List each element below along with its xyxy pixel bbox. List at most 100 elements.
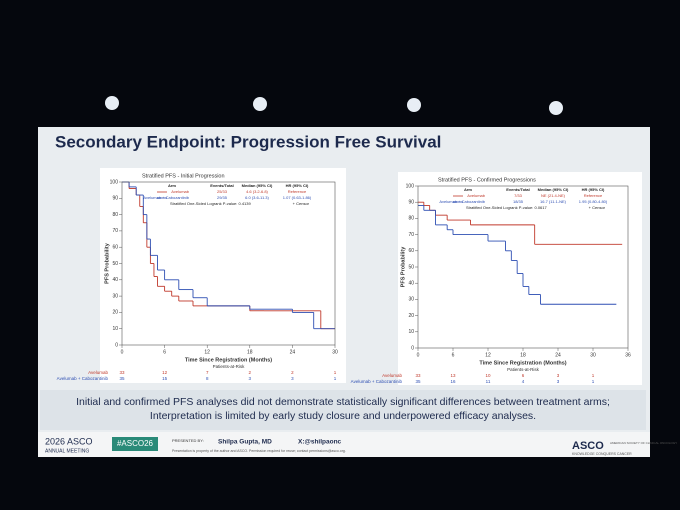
table-header: Median (95% CI): [538, 187, 569, 192]
x-tick-label: 36: [625, 352, 631, 358]
presented-by: PRESENTED BY:: [172, 438, 204, 443]
risk-count: 7: [206, 370, 209, 375]
y-tick-label: 60: [112, 245, 118, 251]
tagline: KNOWLEDGE CONQUERS CANCER: [572, 452, 632, 456]
censor-note: + Censor: [293, 201, 310, 206]
society: AMERICAN SOCIETY OF CLINICAL ONCOLOGY: [610, 441, 677, 445]
conclusion: Initial and confirmed PFS analyses did n…: [76, 396, 610, 408]
chart-panel: [398, 172, 642, 385]
table-header: HR (95% CI): [286, 183, 309, 188]
risk-label: Avelumab + Cabozantinib: [57, 376, 109, 381]
risk-count: 2: [249, 370, 252, 375]
risk-count: 35: [415, 379, 421, 384]
y-tick-label: 0: [411, 345, 414, 351]
table-header: Events/Total: [506, 187, 530, 192]
hashtag: #ASCO26: [117, 439, 154, 448]
risk-count: 12: [162, 370, 168, 375]
y-tick-label: 100: [406, 183, 415, 189]
risk-count: 33: [119, 370, 125, 375]
risk-label: Avelumab + Cabozantinib: [351, 379, 403, 384]
table-header: Median (95% CI): [242, 183, 273, 188]
logo: ASCO: [572, 440, 604, 452]
risk-count: 1: [334, 376, 337, 381]
y-tick-label: 70: [112, 228, 118, 234]
censor-note: + Censor: [589, 205, 606, 210]
y-tick-label: 50: [408, 264, 414, 270]
x-tick-label: 6: [163, 349, 166, 355]
table-cell: 29/35: [217, 195, 228, 200]
x-tick-label: 24: [555, 352, 561, 358]
y-tick-label: 70: [408, 232, 414, 238]
x-tick-label: 18: [247, 349, 253, 355]
risk-count: 3: [249, 376, 252, 381]
y-tick-label: 0: [115, 342, 118, 348]
table-header: Events/Total: [210, 183, 234, 188]
chart-title: Stratified PFS - Confirmed Progressions: [438, 177, 536, 183]
meeting-year: 2026 ASCO: [45, 436, 93, 446]
risk-title: Patients-at-Risk: [213, 364, 246, 369]
risk-count: 8: [206, 376, 209, 381]
legend-label: Avelumab + Cabozantinib: [439, 199, 485, 204]
risk-label: Avelumab: [382, 373, 402, 378]
x-tick-label: 6: [452, 352, 455, 358]
risk-count: 10: [485, 373, 491, 378]
table-cell: 18/35: [513, 199, 524, 204]
y-tick-label: 30: [112, 293, 118, 299]
table-cell: 1.07 (0.63-1.86): [283, 195, 312, 200]
handle: X:@shilpaonc: [298, 439, 342, 446]
p-value: Stratified One-Sided Logrank P-value: 0.…: [170, 201, 251, 206]
risk-title: Patients-at-Risk: [507, 367, 540, 372]
y-tick-label: 60: [408, 248, 414, 254]
risk-count: 3: [557, 373, 560, 378]
x-tick-label: 12: [204, 349, 210, 355]
y-tick-label: 90: [112, 196, 118, 202]
risk-count: 3: [557, 379, 560, 384]
risk-count: 1: [334, 370, 337, 375]
table-cell: 7/33: [514, 193, 523, 198]
legend-label: Avelumab: [467, 193, 485, 198]
y-axis-label: PFS Probability: [104, 242, 110, 284]
risk-count: 11: [486, 379, 491, 384]
footer: 2026 ASCO ANNUAL MEETING #ASCO26 PRESENT…: [38, 432, 677, 457]
table-header: Arm: [464, 187, 472, 192]
risk-count: 6: [522, 373, 525, 378]
stage-lights: [105, 96, 563, 115]
slide-title: Secondary Endpoint: Progression Free Sur…: [55, 132, 441, 151]
conclusion: Interpretation is limited by early study…: [150, 410, 536, 422]
table-cell: 25/33: [217, 189, 228, 194]
risk-count: 13: [450, 373, 456, 378]
x-axis-label: Time Since Registration (Months): [185, 357, 272, 363]
x-tick-label: 24: [290, 349, 296, 355]
legend-label: Avelumab: [171, 189, 189, 194]
chart: [418, 201, 623, 305]
table-cell: 16.7 (11.1-NE): [540, 199, 567, 204]
table-header: HR (95% CI): [582, 187, 605, 192]
risk-count: 2: [291, 370, 294, 375]
risk-count: 15: [162, 376, 168, 381]
table-cell: 4.6 (3.2-6.8): [246, 189, 268, 194]
conclusion-box: [40, 390, 646, 430]
series: [418, 201, 623, 245]
x-tick-label: 30: [590, 352, 596, 358]
y-tick-label: 40: [112, 277, 118, 283]
risk-count: 4: [522, 379, 525, 384]
chart-title: Stratified PFS - Initial Progression: [142, 173, 225, 179]
chart-panel: [100, 168, 346, 383]
table-cell: 1.95 (0.80-4.80): [579, 199, 608, 204]
y-tick-label: 10: [112, 326, 118, 332]
x-tick-label: 0: [121, 349, 124, 355]
table-cell: Reference: [288, 189, 307, 194]
risk-count: 1: [592, 379, 595, 384]
table-cell: 6.0 (3.6-11.3): [245, 195, 269, 200]
table-cell: NE (21.4-NE): [541, 193, 566, 198]
risk-count: 3: [291, 376, 294, 381]
y-tick-label: 10: [408, 329, 414, 335]
table-header: Arm: [168, 183, 176, 188]
y-axis-label: PFS Probability: [400, 246, 406, 288]
y-tick-label: 90: [408, 200, 414, 206]
y-tick-label: 50: [112, 261, 118, 267]
y-tick-label: 30: [408, 297, 414, 303]
presenter: Shilpa Gupta, MD: [218, 439, 272, 446]
x-tick-label: 0: [417, 352, 420, 358]
